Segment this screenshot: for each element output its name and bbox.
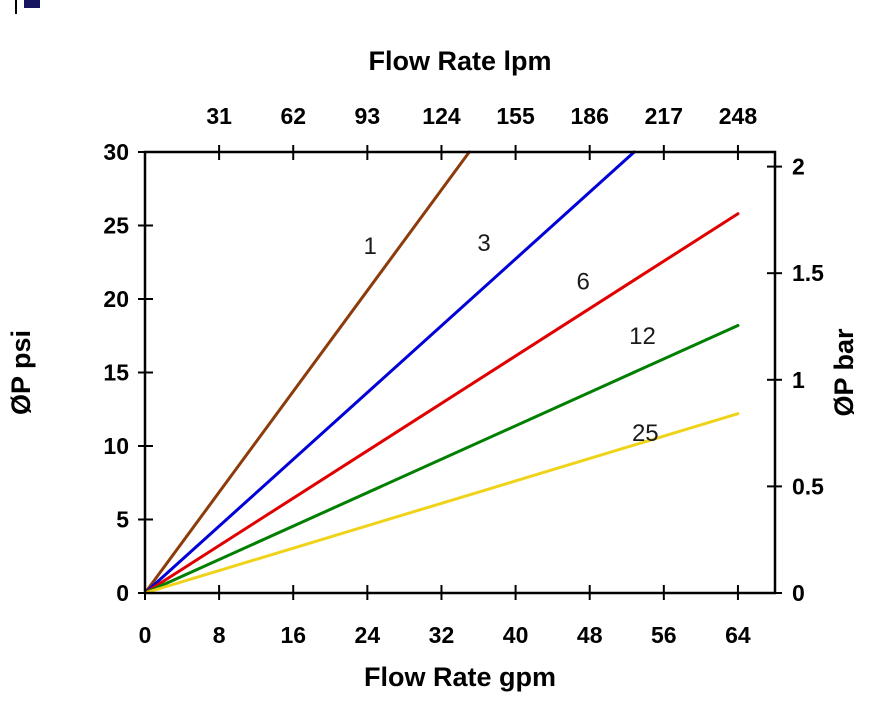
- series-label-3: 3: [477, 230, 490, 257]
- x-bottom-tick-label: 32: [429, 622, 455, 648]
- x-top-tick-label: 31: [206, 103, 232, 129]
- series-label-12: 12: [629, 323, 656, 350]
- plot-border: [143, 150, 777, 595]
- y-right-tick-label: 2: [792, 154, 805, 180]
- series-line-6: [143, 212, 740, 595]
- series-line-25: [143, 412, 740, 595]
- bottom-axis-title: Flow Rate gpm: [364, 662, 556, 692]
- x-top-tick-label: 62: [280, 103, 306, 129]
- x-top-tick-label: 248: [719, 103, 758, 129]
- y-right-tick-label: 1.5: [792, 260, 824, 286]
- x-bottom-tick-label: 8: [213, 622, 226, 648]
- series-line-1: [143, 150, 471, 595]
- left-axis-title: ØP psi: [6, 330, 36, 415]
- y-left-tick-label: 30: [103, 139, 129, 165]
- x-bottom-tick-label: 56: [651, 622, 677, 648]
- x-top-tick-label: 93: [355, 103, 381, 129]
- y-right-tick-label: 0: [792, 580, 805, 606]
- series-label-25: 25: [632, 420, 659, 447]
- series-label-1: 1: [363, 233, 376, 260]
- corner-artifact-box: [24, 0, 40, 8]
- y-left-tick-label: 15: [103, 360, 129, 386]
- x-top-tick-label: 124: [422, 103, 461, 129]
- y-right-tick-label: 1: [792, 367, 805, 393]
- x-bottom-tick-label: 48: [577, 622, 603, 648]
- x-top-tick-label: 217: [645, 103, 683, 129]
- right-axis-title: ØP bar: [829, 328, 859, 417]
- series-line-12: [143, 323, 740, 595]
- y-left-tick-label: 0: [116, 580, 129, 606]
- y-left-tick-label: 5: [116, 507, 129, 533]
- y-left-tick-label: 25: [103, 213, 129, 239]
- corner-artifact-bar: [15, 0, 17, 14]
- x-top-tick-label: 155: [496, 103, 535, 129]
- top-axis-title: Flow Rate lpm: [368, 46, 551, 76]
- y-left-tick-label: 10: [103, 433, 129, 459]
- x-bottom-tick-label: 24: [355, 622, 381, 648]
- x-top-tick-label: 186: [571, 103, 609, 129]
- corner-artifact: [15, 0, 49, 14]
- y-left-tick-label: 20: [103, 286, 129, 312]
- x-bottom-tick-label: 0: [139, 622, 152, 648]
- series-line-3: [143, 150, 636, 595]
- x-bottom-tick-label: 40: [503, 622, 529, 648]
- x-bottom-tick-label: 64: [725, 622, 751, 648]
- series-label-6: 6: [577, 268, 590, 295]
- x-bottom-tick-label: 16: [280, 622, 306, 648]
- y-right-tick-label: 0.5: [792, 473, 824, 499]
